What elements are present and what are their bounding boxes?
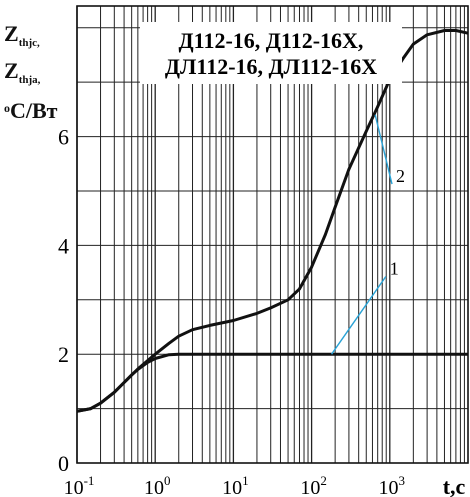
y-label-z1: Z [4,21,19,46]
series-2-line [76,29,469,413]
y-axis-label: Zthjc, Zthja, oC/Вт [4,20,74,125]
y-label-sub2: thja, [18,74,41,86]
x-tick-label: 102 [300,473,327,497]
y-label-degree: o [4,101,10,115]
y-label-unit: C/Вт [10,98,58,123]
annotation-leader [330,276,387,355]
annotation-label: 2 [396,166,405,186]
series-1-line [76,352,468,413]
x-tick-label: 100 [144,473,171,497]
y-tick-label: 0 [58,451,69,476]
plot-border [76,5,469,464]
x-tick-exponent: 1 [242,473,249,488]
x-tick-exponent: 3 [399,473,406,488]
x-tick-label: 103 [379,473,406,497]
x-tick-exponent: -1 [84,473,95,488]
y-tick-label: 6 [58,125,69,150]
plot-frame [76,5,469,464]
y-tick-label: 4 [58,233,69,258]
annotation-leader [374,114,393,185]
chart-title-line-1: Д112-16, Д112-16Х, [179,28,364,53]
y-label-sub1: thjc, [18,37,40,49]
y-tick-label: 2 [58,342,69,367]
x-tick-exponent: 2 [320,473,327,488]
curves [76,29,469,413]
x-tick-label: 10-1 [64,473,95,497]
x-tick-exponent: 0 [164,473,171,488]
x-tick-label: 101 [222,473,249,497]
annotation-label: 1 [390,259,399,279]
chart-title-box: Д112-16, Д112-16Х, ДЛ112-16, ДЛ112-16Х [140,22,402,84]
chart-title-line-2: ДЛ112-16, ДЛ112-16Х [165,54,377,79]
x-axis-label: t,c [443,474,466,497]
grid [76,6,468,464]
y-label-z2: Z [4,58,19,83]
annotations: 12 [330,114,405,355]
